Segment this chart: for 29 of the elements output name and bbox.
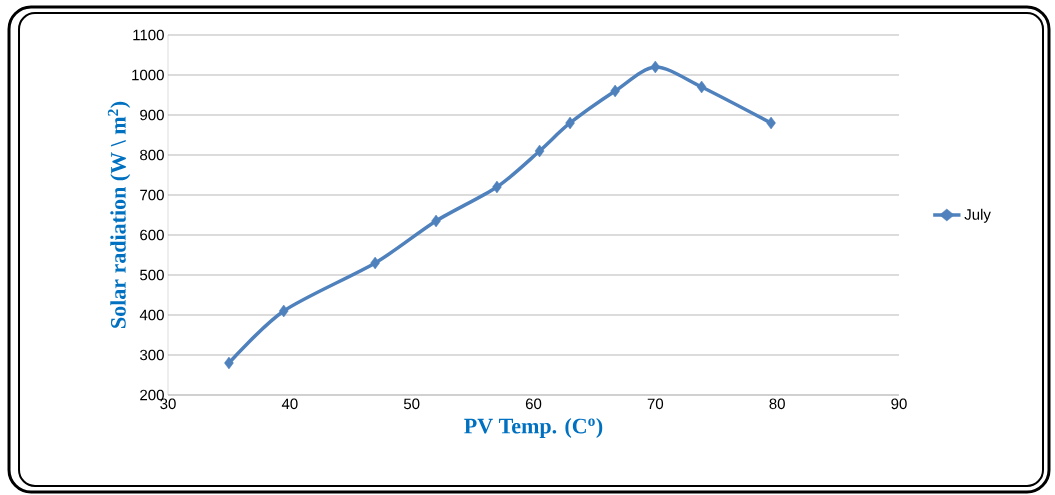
y-tick-label: 700 xyxy=(140,189,164,201)
point xyxy=(370,256,380,270)
point xyxy=(565,116,575,130)
legend-label: July xyxy=(964,208,991,223)
y-tick-label: 1100 xyxy=(133,29,164,41)
x-tick-label: 60 xyxy=(525,398,542,410)
y-tick-label: 1000 xyxy=(132,69,164,81)
point xyxy=(650,60,661,74)
y-tick-label: 600 xyxy=(140,229,164,241)
point xyxy=(492,180,502,194)
y-tick-label: 400 xyxy=(139,309,164,321)
y-tick-label: 800 xyxy=(140,149,164,161)
x-tick-label: 80 xyxy=(769,398,785,410)
x-tick-label: 50 xyxy=(403,398,420,410)
point xyxy=(431,214,441,228)
x-tick-label: 90 xyxy=(891,398,907,410)
y-tick-label: 900 xyxy=(140,109,164,121)
point xyxy=(610,84,620,98)
point xyxy=(534,144,545,158)
y-tick-label: 500 xyxy=(140,269,164,281)
point xyxy=(224,356,234,370)
y-axis-title: Solar radiation (W \ m$^{2}$) xyxy=(107,101,131,328)
y-tick-label: 300 xyxy=(140,349,164,361)
x-tick-label: 70 xyxy=(647,398,664,410)
point xyxy=(696,80,707,94)
point xyxy=(279,304,289,318)
x-tick-label: 40 xyxy=(281,398,298,410)
x-axis-title: PV Temp. (C$^{o}$) xyxy=(464,418,603,438)
point xyxy=(766,116,776,130)
